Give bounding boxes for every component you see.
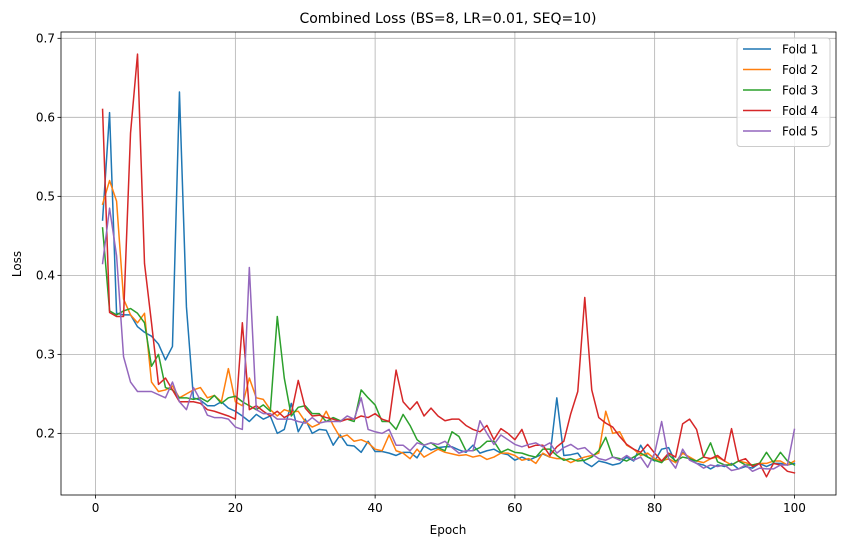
legend-label: Fold 3: [782, 84, 818, 98]
axis-ticks: 0 20 40 60 80 100 0.2 0.3 0.4 0.5 0.6 0.7: [36, 31, 806, 515]
series-line-fold-5: [101, 207, 796, 473]
y-tick-label: 0.2: [36, 426, 55, 440]
plot-frame: [60, 31, 837, 496]
chart-title: Combined Loss (BS=8, LR=0.01, SEQ=10): [299, 11, 596, 27]
y-tick-label: 0.3: [36, 347, 55, 361]
legend-label: Fold 4: [782, 104, 818, 118]
y-tick-label: 0.4: [36, 268, 55, 282]
x-tick-label: 80: [647, 501, 662, 515]
legend-box: [736, 37, 831, 147]
y-tick-label: 0.7: [36, 31, 55, 45]
legend-label: Fold 5: [782, 125, 818, 139]
legend: Fold 1 Fold 2 Fold 3 Fold 4 Fold 5: [736, 37, 831, 147]
y-tick-label: 0.6: [36, 110, 55, 124]
legend-label: Fold 2: [782, 63, 818, 77]
y-tick-label: 0.5: [36, 189, 55, 203]
series-line-fold-4: [101, 53, 796, 478]
y-axis-label: Loss: [10, 251, 24, 277]
x-tick-label: 0: [92, 501, 100, 515]
x-tick-label: 20: [228, 501, 243, 515]
series-layer: [101, 53, 796, 478]
x-axis-label: Epoch: [430, 523, 467, 537]
x-tick-label: 60: [507, 501, 522, 515]
x-tick-label: 40: [367, 501, 382, 515]
legend-label: Fold 1: [782, 43, 818, 57]
x-tick-label: 100: [783, 501, 806, 515]
